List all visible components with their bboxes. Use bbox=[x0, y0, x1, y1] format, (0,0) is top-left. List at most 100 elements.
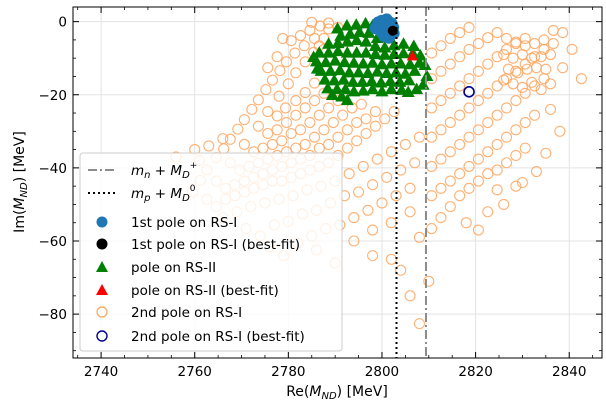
rs2-pole-point bbox=[323, 64, 337, 76]
legend-label-mn-md: mn + MD+ bbox=[131, 161, 197, 181]
second-pole-point bbox=[463, 102, 475, 114]
second-pole-point bbox=[273, 90, 285, 102]
second-pole-point bbox=[260, 84, 272, 96]
second-pole-point bbox=[454, 80, 466, 92]
x-tick-label: 2740 bbox=[84, 364, 118, 380]
rs2-pole-point bbox=[356, 84, 370, 96]
second-pole-point bbox=[399, 138, 411, 151]
second-pole-point bbox=[500, 157, 513, 169]
rs2-pole-point bbox=[380, 66, 394, 79]
x-tick-label: 2760 bbox=[178, 364, 212, 380]
rs2-pole-point bbox=[359, 46, 373, 58]
legend-marker-rs2-pole bbox=[96, 261, 108, 272]
second-pole-point bbox=[463, 73, 475, 85]
second-pole-point bbox=[357, 160, 369, 172]
rs2-pole-point bbox=[350, 46, 364, 58]
y-tick-label: −80 bbox=[39, 307, 68, 323]
second-pole-point bbox=[413, 231, 425, 243]
second-pole-point bbox=[362, 204, 374, 216]
rs2-pole-point bbox=[397, 46, 411, 59]
rs2-pole-point bbox=[397, 37, 411, 49]
rs1-pole-point bbox=[378, 28, 391, 41]
second-pole-point bbox=[463, 131, 475, 143]
x-tick-label: 2800 bbox=[365, 364, 399, 380]
second-pole-point bbox=[351, 116, 363, 129]
second-pole-point bbox=[271, 110, 283, 122]
second-pole-point bbox=[554, 125, 566, 137]
second-pole-point bbox=[323, 17, 335, 29]
second-pole-point bbox=[435, 153, 447, 165]
second-pole-point bbox=[463, 43, 475, 55]
second-pole-point bbox=[355, 98, 367, 110]
second-pole-point bbox=[376, 197, 388, 209]
second-pole-point bbox=[388, 106, 400, 118]
second-pole-point bbox=[544, 48, 557, 61]
legend-label-second-pole: 2nd pole on RS-I bbox=[131, 305, 242, 321]
second-pole-point bbox=[271, 51, 283, 63]
second-pole-point bbox=[516, 81, 528, 93]
second-pole-point bbox=[262, 62, 274, 74]
legend-label-mp-md0: mp + MD0 bbox=[131, 184, 196, 204]
rs2-pole-point bbox=[387, 47, 401, 60]
second-pole-point bbox=[304, 24, 316, 36]
second-pole-point bbox=[232, 123, 244, 135]
second-pole-point bbox=[369, 120, 381, 132]
second-pole-point bbox=[454, 168, 466, 180]
second-pole-point bbox=[519, 87, 531, 99]
second-pole-point bbox=[395, 164, 407, 176]
second-pole-point bbox=[246, 103, 258, 115]
rs2-pole-point bbox=[307, 50, 321, 62]
rs2-pole-point bbox=[347, 84, 361, 97]
second-pole-point bbox=[280, 56, 293, 68]
rs2-pole-point bbox=[394, 57, 408, 69]
second-pole-point bbox=[280, 116, 293, 129]
second-pole-point bbox=[276, 135, 288, 147]
second-pole-point bbox=[341, 124, 353, 136]
second-pole-point bbox=[203, 140, 215, 152]
second-pole-point bbox=[482, 168, 494, 180]
threshold-lines bbox=[395, 7, 427, 358]
rs2-pole-point bbox=[340, 46, 354, 58]
second-pole-point bbox=[444, 87, 456, 99]
rs2-pole-point bbox=[389, 65, 403, 78]
second-pole-point bbox=[390, 190, 402, 202]
second-pole-point bbox=[529, 80, 541, 92]
rs2-pole-point bbox=[413, 48, 427, 61]
second-pole-point bbox=[544, 103, 557, 115]
second-pole-point bbox=[285, 127, 297, 140]
second-pole-point bbox=[500, 131, 513, 143]
second-pole-point bbox=[444, 116, 456, 129]
second-pole-point bbox=[538, 34, 550, 46]
second-pole-point bbox=[353, 186, 365, 198]
second-pole-point bbox=[472, 38, 484, 50]
second-pole-point bbox=[435, 212, 447, 224]
second-pole-point bbox=[454, 27, 466, 39]
rs2-pole-point bbox=[347, 56, 361, 68]
second-pole-point bbox=[557, 62, 569, 74]
rs2-pole-point bbox=[340, 93, 354, 106]
second-pole-point bbox=[252, 120, 264, 132]
second-pole-point bbox=[547, 24, 559, 36]
second-pole-point bbox=[498, 48, 510, 61]
legend-marker-rs1-pole bbox=[96, 216, 108, 228]
second-pole-point bbox=[413, 318, 425, 330]
second-pole-point bbox=[318, 124, 330, 136]
second-pole-point bbox=[289, 47, 301, 59]
second-pole-point bbox=[491, 109, 503, 121]
second-pole-point bbox=[294, 124, 307, 136]
rs2-pole-point bbox=[321, 81, 335, 94]
second-pole-point bbox=[323, 138, 335, 151]
second-pole-point bbox=[444, 58, 456, 70]
second-pole-point bbox=[367, 179, 379, 191]
second-pole-point bbox=[498, 198, 510, 210]
second-pole-point bbox=[472, 224, 484, 236]
second-pole-point bbox=[274, 65, 286, 77]
y-axis-label: Im(MND) [MeV] bbox=[12, 131, 30, 233]
second-pole-point bbox=[454, 138, 466, 151]
second-pole-point bbox=[385, 146, 397, 158]
rs2-pole-point bbox=[370, 65, 384, 77]
second-pole-point bbox=[252, 94, 264, 106]
rs2-pole-point bbox=[402, 73, 416, 86]
legend-marker-second-pole bbox=[96, 306, 108, 318]
rs2-pole-point bbox=[416, 78, 430, 90]
